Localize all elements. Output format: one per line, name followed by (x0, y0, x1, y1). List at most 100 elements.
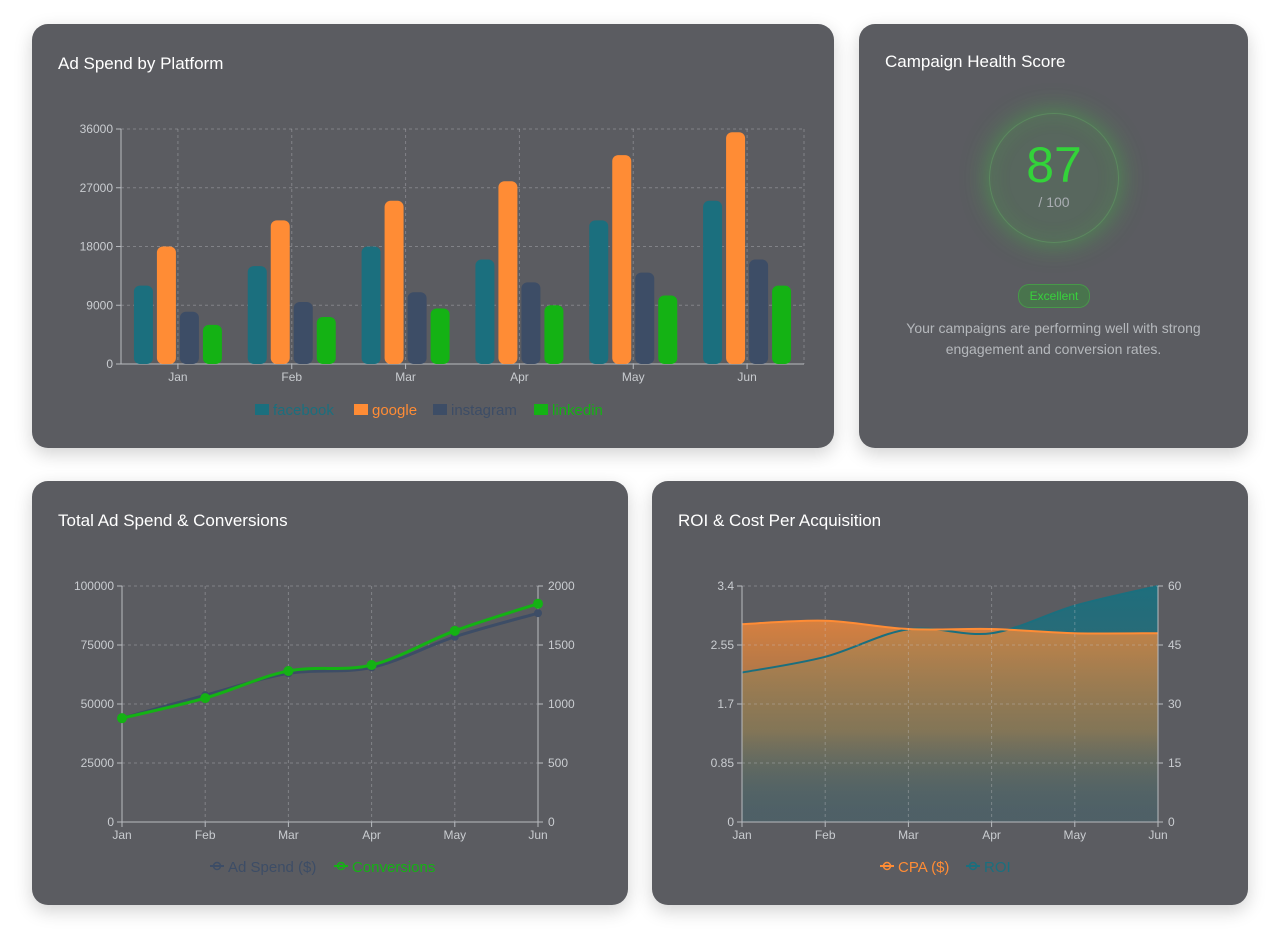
bar-linkedin-feb (316, 317, 336, 364)
legend-label-google: google (372, 402, 417, 419)
point-conversions-may (449, 625, 460, 636)
x-tick-label: Jan (168, 370, 187, 384)
ad-spend-bar-chart: 0 9000 18000 27000 36000 Jan Feb Mar Apr May Jun fa… (80, 122, 805, 419)
roi-cpa-card: ROI & Cost Per Acquisition 0 0.85 1.7 2.55 3… (652, 481, 1248, 905)
x-tick-label: Feb (815, 828, 836, 842)
x-tick-label: Jun (528, 828, 547, 842)
x-tick-label: Jun (1148, 828, 1167, 842)
bar-facebook-may (589, 220, 609, 364)
y-tick-label-right: 2000 (548, 579, 575, 593)
y-tick-label: 36000 (80, 122, 114, 136)
ad-spend-card: Ad Spend by Platform 0 9000 18000 27000 3600… (32, 24, 834, 448)
bar-facebook-apr (475, 259, 495, 364)
bar-instagram-apr (521, 282, 541, 364)
legend-swatch-linkedin (534, 404, 548, 415)
bar-instagram-feb (293, 301, 313, 364)
legend-label-linkedin: linkedin (552, 402, 603, 419)
point-conversions-jan (117, 713, 127, 724)
y-tick-label-left: 100000 (74, 579, 114, 593)
legend-swatch-facebook (255, 404, 269, 415)
x-tick-label: Mar (278, 828, 299, 842)
y-tick-label-right: 0 (548, 815, 555, 829)
legend-label-0: Ad Spend ($) (228, 859, 316, 876)
x-tick-label: Feb (281, 370, 302, 384)
point-conversions-feb (200, 693, 211, 704)
x-tick-label: May (1063, 828, 1086, 842)
x-tick-label: Jan (732, 828, 751, 842)
legend-label-1: Conversions (352, 859, 435, 876)
y-tick-label-left: 1.7 (717, 697, 734, 711)
y-tick-label: 27000 (80, 181, 114, 195)
y-tick-label-right: 60 (1168, 579, 1182, 593)
bar-google-mar (384, 200, 404, 364)
health-score-value: 87 (1026, 137, 1082, 193)
bar-linkedin-jun (772, 285, 792, 364)
bar-linkedin-apr (544, 305, 564, 364)
y-tick-label-left: 3.4 (717, 579, 734, 593)
line-cpa (741, 619, 1159, 635)
y-tick-label-left: 0.85 (711, 756, 735, 770)
y-tick-label-right: 45 (1168, 638, 1182, 652)
y-tick-label-left: 2.55 (711, 638, 735, 652)
x-tick-label: Apr (982, 828, 1001, 842)
line-ad (121, 611, 539, 720)
bar-linkedin-mar (430, 308, 450, 364)
legend-marker-1 (336, 861, 346, 871)
x-tick-label: Mar (898, 828, 919, 842)
total-spend-title: Total Ad Spend & Conversions (58, 511, 288, 530)
roi-cpa-title: ROI & Cost Per Acquisition (678, 511, 882, 530)
x-tick-label: Mar (395, 370, 416, 384)
area-cpa (742, 620, 1158, 822)
y-tick-label: 9000 (86, 298, 113, 312)
x-tick-label: May (443, 828, 466, 842)
bar-facebook-mar (361, 246, 381, 364)
bar-instagram-jan (179, 311, 199, 364)
legend-swatch-instagram (433, 404, 447, 415)
y-tick-label: 0 (106, 357, 113, 371)
bar-google-may (612, 155, 632, 364)
point-ad-jun (534, 609, 542, 618)
bar-google-feb (270, 220, 290, 364)
total-spend-card: Total Ad Spend & Conversions 0 25000 50000… (32, 481, 628, 905)
point-conversions-apr (366, 660, 377, 671)
y-tick-label-left: 0 (107, 815, 114, 829)
x-tick-label: Apr (510, 370, 529, 384)
y-tick-label-left: 25000 (81, 756, 115, 770)
x-tick-label: Apr (362, 828, 381, 842)
bar-linkedin-may (658, 295, 678, 364)
y-tick-label: 18000 (80, 240, 114, 254)
bar-facebook-jan (133, 285, 153, 364)
x-tick-label: May (622, 370, 645, 384)
health-status-badge: Excellent (1018, 284, 1090, 308)
health-description: Your campaigns are performing well with … (906, 320, 1201, 357)
legend-marker-0 (212, 861, 222, 871)
y-tick-label-right: 1500 (548, 638, 575, 652)
y-tick-label-right: 15 (1168, 756, 1182, 770)
total-spend-line-chart: 0 25000 50000 75000 100000 0 500 1000 1500 2000 Ja… (74, 579, 575, 876)
bar-facebook-jun (703, 200, 723, 364)
bar-google-apr (498, 181, 518, 364)
roi-cpa-area-chart: 0 0.85 1.7 2.55 3.4 0 15 30 45 60 Jan Feb Mar Apr May J… (711, 579, 1182, 876)
bar-instagram-jun (749, 259, 769, 364)
legend-label-1: ROI (984, 859, 1011, 876)
y-tick-label-right: 1000 (548, 697, 575, 711)
legend-label-instagram: instagram (451, 402, 517, 419)
y-tick-label-right: 500 (548, 756, 568, 770)
ad-spend-title: Ad Spend by Platform (58, 54, 224, 73)
x-tick-label: Feb (195, 828, 216, 842)
bar-facebook-feb (247, 266, 267, 364)
health-score-gauge: 87 / 100 (989, 113, 1119, 243)
legend-label-0: CPA ($) (898, 859, 949, 876)
x-tick-label: Jan (112, 828, 131, 842)
health-score-max: / 100 (1038, 194, 1070, 210)
x-tick-label: Jun (737, 370, 756, 384)
health-title: Campaign Health Score (885, 52, 1066, 71)
line-roi (741, 585, 1159, 674)
legend-marker-1 (968, 861, 978, 871)
bar-instagram-mar (407, 292, 427, 364)
point-conversions-jun (533, 598, 543, 609)
y-tick-label-right: 0 (1168, 815, 1175, 829)
bar-google-jan (156, 246, 176, 364)
point-conversions-mar (283, 665, 294, 676)
legend-label-facebook: facebook (273, 402, 334, 419)
